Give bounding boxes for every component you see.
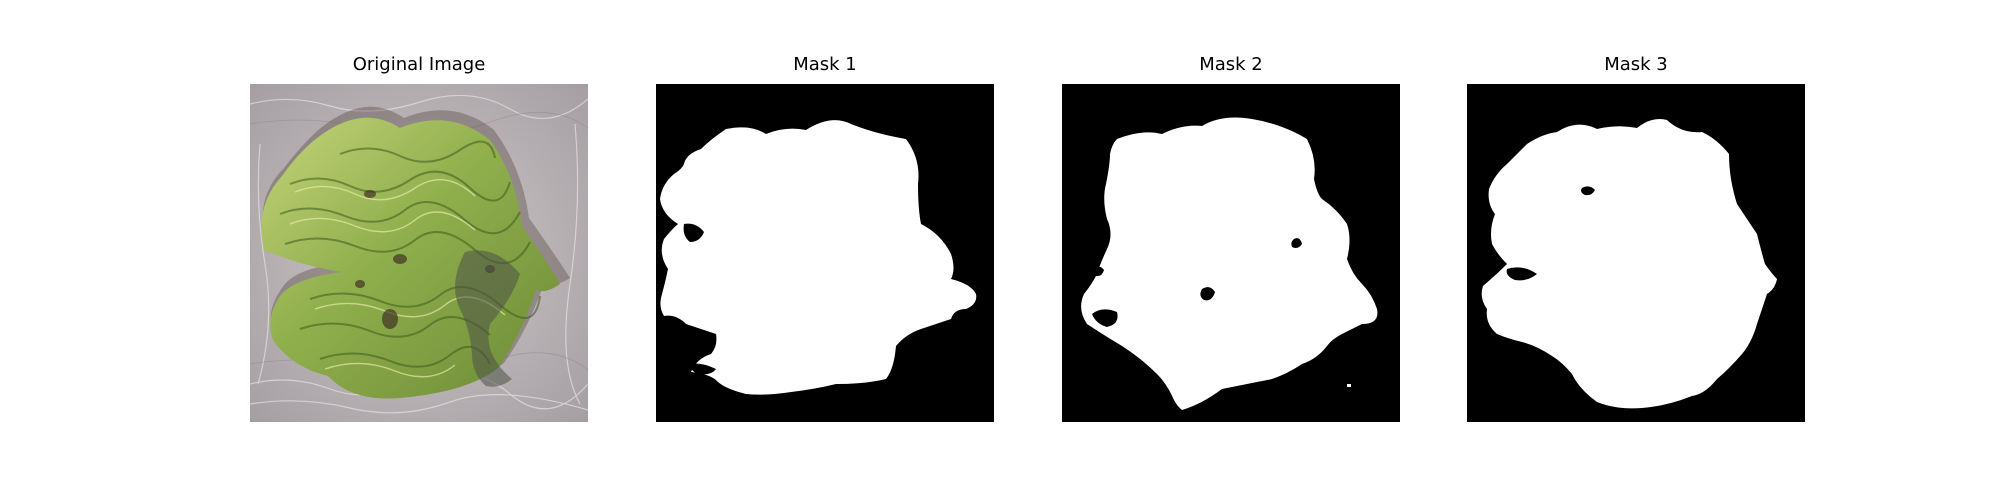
panel-mask-3: Mask 3 bbox=[1467, 54, 1805, 422]
panel-title: Mask 1 bbox=[793, 54, 857, 75]
leaf-overlay-shadow bbox=[455, 250, 520, 387]
original-image bbox=[250, 84, 588, 422]
panel-title: Mask 3 bbox=[1604, 54, 1668, 75]
mask-1-shape bbox=[660, 120, 977, 395]
panel-mask-2: Mask 2 bbox=[1062, 54, 1400, 422]
panel-title: Original Image bbox=[352, 54, 486, 75]
panel-mask-1: Mask 1 bbox=[656, 54, 994, 422]
mask-2-shape bbox=[1081, 117, 1378, 410]
panel-title: Mask 2 bbox=[1199, 54, 1263, 75]
mask-3-image bbox=[1467, 84, 1805, 422]
mask-3-shape bbox=[1481, 119, 1777, 409]
panel-original-image: Original Image bbox=[250, 54, 588, 422]
mask-1-image bbox=[656, 84, 994, 422]
mask-2-image bbox=[1062, 84, 1400, 422]
